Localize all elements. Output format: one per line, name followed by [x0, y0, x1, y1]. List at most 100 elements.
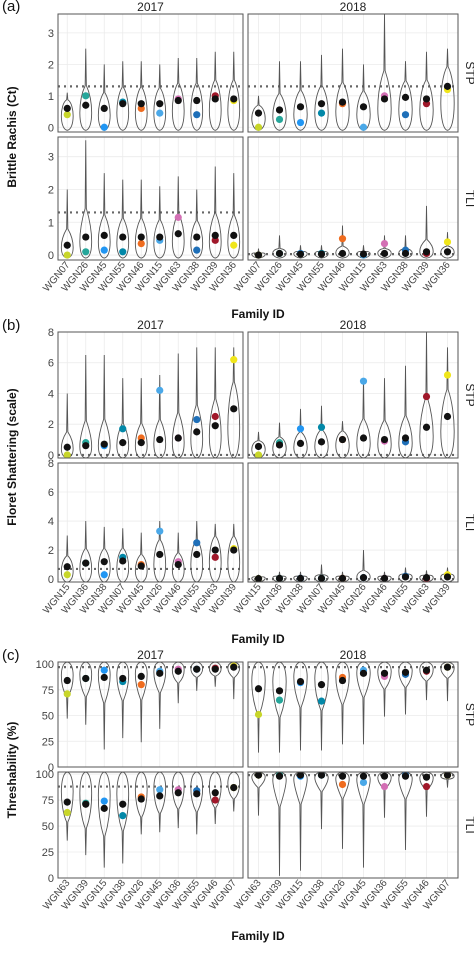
parent-point — [193, 246, 201, 254]
median-point — [338, 249, 347, 258]
facet-border — [57, 136, 244, 261]
y-tick-label: 6 — [48, 487, 54, 499]
parent-point — [119, 425, 127, 433]
median-point — [82, 674, 90, 683]
median-point — [317, 100, 326, 108]
median-point — [63, 798, 71, 806]
facet-border — [57, 462, 244, 583]
violin-shape — [227, 173, 241, 259]
median-point — [380, 435, 389, 444]
median-point — [317, 438, 326, 446]
facet-border — [247, 331, 459, 459]
violin-shape — [440, 232, 455, 259]
median-point — [422, 666, 431, 674]
median-point — [296, 677, 305, 686]
median-point — [254, 109, 263, 117]
parent-point — [380, 782, 389, 791]
parent-point — [100, 571, 108, 579]
median-point — [193, 665, 201, 673]
median-point — [119, 233, 127, 241]
y-tick-label: 25 — [42, 736, 54, 748]
parent-point — [119, 248, 127, 256]
median-point — [380, 772, 389, 780]
median-point — [100, 440, 108, 448]
y-tick-label: 100 — [36, 769, 54, 781]
median-point — [193, 428, 201, 436]
violin-shape — [153, 64, 167, 131]
y-tick-label: 0 — [48, 574, 54, 586]
median-point — [338, 435, 347, 444]
median-point — [359, 574, 368, 582]
median-point — [275, 772, 284, 780]
y-axis-title: Threshability (%) — [5, 722, 19, 819]
y-axis-title: Floret Shattering (scale) — [5, 388, 19, 525]
median-point — [156, 100, 164, 108]
median-point — [193, 790, 201, 798]
median-point — [119, 100, 127, 108]
median-point — [359, 772, 368, 780]
median-point — [174, 560, 182, 569]
median-point — [401, 573, 410, 581]
facet-border — [247, 136, 459, 261]
parent-point — [211, 553, 219, 561]
violin-shape — [190, 189, 204, 259]
median-point — [254, 685, 263, 693]
parent-point — [359, 778, 368, 786]
parent-point — [317, 109, 326, 117]
parent-point — [443, 371, 452, 379]
median-point — [100, 673, 108, 682]
row-strip-label: STP — [463, 383, 474, 406]
parent-point — [100, 246, 108, 254]
facet-border — [247, 661, 459, 768]
median-point — [119, 800, 127, 808]
violin-shape — [134, 179, 148, 259]
y-tick-label: 0 — [48, 873, 54, 885]
median-point — [82, 101, 90, 109]
median-point — [254, 575, 263, 583]
parent-point — [137, 681, 145, 689]
year-strip-label: 2017 — [137, 318, 164, 332]
median-point — [380, 249, 389, 258]
facet-border — [247, 771, 459, 879]
parent-point — [296, 118, 305, 127]
parent-point — [156, 386, 164, 394]
parent-point — [211, 236, 219, 244]
median-point — [338, 772, 347, 780]
y-tick-label: 0 — [48, 250, 54, 262]
facet-border — [247, 13, 459, 133]
y-tick-label: 1 — [48, 91, 54, 103]
parent-point — [63, 690, 71, 698]
median-point — [422, 574, 431, 582]
median-point — [193, 96, 201, 105]
y-tick-label: 8 — [48, 458, 54, 470]
panel-letter: (b) — [2, 317, 20, 334]
y-tick-label: 2 — [48, 184, 54, 196]
parent-point — [63, 111, 71, 119]
row-strip-label: TLI — [463, 816, 474, 833]
median-point — [422, 773, 431, 781]
violin-shape — [272, 235, 287, 259]
violin-shape — [134, 61, 148, 131]
y-tick-label: 100 — [36, 659, 54, 671]
median-point — [156, 792, 164, 800]
parent-point — [156, 786, 164, 794]
parent-point — [401, 111, 410, 119]
median-point — [119, 674, 127, 683]
parent-point — [156, 109, 164, 117]
parent-point — [275, 696, 284, 704]
median-point — [230, 231, 238, 239]
median-point — [119, 557, 127, 565]
median-point — [119, 439, 127, 447]
facet-border — [57, 771, 244, 879]
y-tick-label: 3 — [48, 152, 54, 164]
y-tick-label: 6 — [48, 358, 54, 370]
median-point — [359, 103, 368, 111]
violin-shape — [116, 179, 130, 259]
parent-point — [63, 451, 71, 459]
median-point — [137, 233, 145, 241]
median-point — [296, 103, 305, 111]
median-point — [254, 771, 263, 779]
year-strip-label: 2018 — [340, 318, 367, 332]
y-tick-label: 4 — [48, 388, 54, 400]
